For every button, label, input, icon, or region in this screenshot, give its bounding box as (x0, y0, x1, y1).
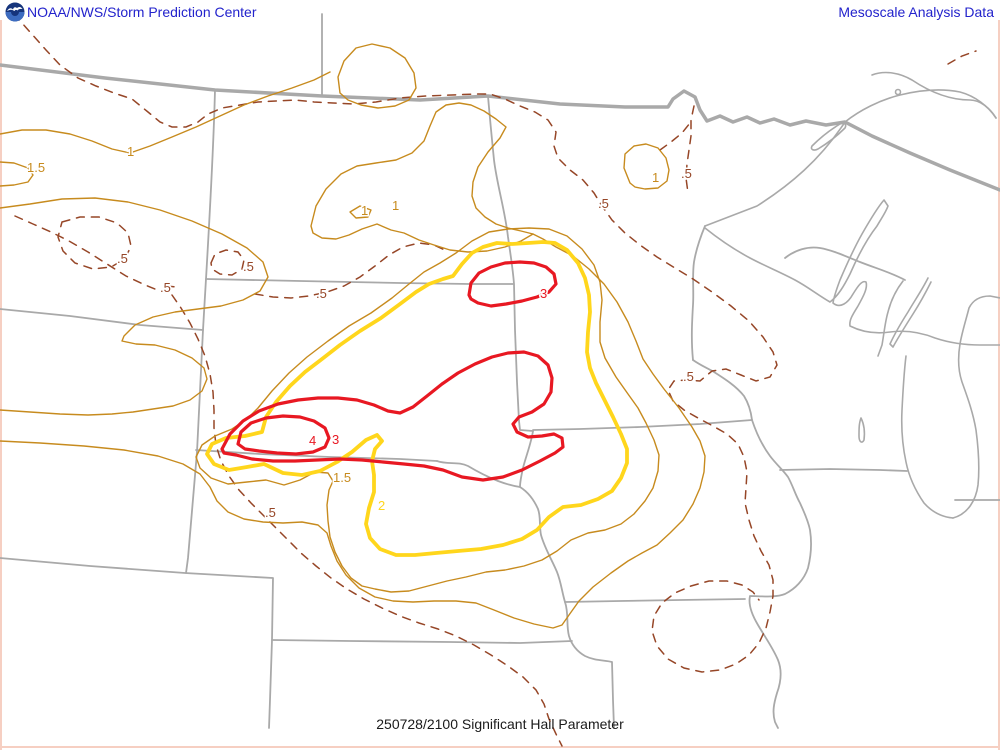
contour-label: .5 (683, 369, 694, 384)
missouri-river-border (436, 460, 566, 603)
mn-wi-st-croix-border (690, 225, 706, 361)
wi-mi-up-border (784, 246, 906, 281)
island-dot (894, 88, 902, 96)
ia-mo-border (564, 598, 746, 603)
wy-co-ne-borders (0, 557, 274, 729)
lake-superior-south-shore (704, 199, 1000, 346)
canadian-shore (844, 89, 997, 123)
contour-label: .5 (316, 286, 327, 301)
ne-ks-border (271, 639, 573, 644)
lake-superior-north-shore (704, 121, 846, 227)
contour-label: .5 (117, 251, 128, 266)
ontario-landmass (871, 71, 997, 119)
big-sioux-river-border (519, 430, 534, 488)
noaa-logo-icon (5, 2, 25, 22)
contour-label: 3 (540, 286, 547, 301)
contour-value-labels: .5 .5 .5 .5 .5 .5 .5 .5 1.5 1 1 1 1 1.5 2 3 4 3 (26, 143, 696, 522)
contour-label: 2 (378, 498, 385, 513)
wi-il-border (779, 468, 908, 472)
contour-label: .5 (160, 280, 171, 295)
great-lakes (704, 71, 1000, 519)
canada-border (0, 63, 1000, 192)
lake-michigan-west-shore (900, 355, 954, 519)
contour-0p5-dashed (13, 13, 977, 747)
isle-royale (810, 122, 847, 151)
state-and-national-borders (0, 13, 1000, 729)
lake-michigan-east-shore (952, 295, 1000, 519)
contour-label: 4 (309, 433, 316, 448)
door-peninsula (889, 277, 932, 348)
contour-label: 1 (127, 144, 134, 159)
contour-label: 1.5 (333, 470, 351, 485)
contour-1-olive (0, 43, 706, 629)
contour-label: .5 (598, 196, 609, 211)
mississippi-ia-il-border (748, 419, 812, 729)
contour-label: 1 (652, 170, 659, 185)
contour-label: 1.5 (27, 160, 45, 175)
spc-title: NOAA/NWS/Storm Prediction Center (27, 4, 257, 20)
contour-label: .5 (265, 505, 276, 520)
ia-mn-border (532, 419, 753, 431)
mo-river-ks-mo-border (564, 601, 615, 729)
map-caption: 250728/2100 Significant Hail Parameter (376, 716, 624, 732)
lake-winnebago (858, 417, 866, 443)
upper-mississippi-border (692, 359, 753, 421)
nd-sd-border (205, 278, 514, 285)
contour-3-red (220, 260, 565, 482)
frame-lines (0, 20, 1000, 750)
contour-label: 1 (361, 203, 368, 218)
red-river-nd-mn-border (487, 95, 534, 432)
green-bay-west-shore (877, 280, 904, 357)
contour-label: .5 (243, 259, 254, 274)
sd-ne-border (195, 449, 438, 462)
contour-label: .5 (681, 166, 692, 181)
contour-1p5-olive (195, 227, 660, 593)
mt-wy-border (0, 308, 204, 331)
contour-label: 3 (332, 432, 339, 447)
montana-wyoming-east-border (185, 89, 216, 574)
mesoscale-analysis-title: Mesoscale Analysis Data (838, 4, 994, 20)
contour-4-red (236, 414, 331, 456)
contour-label: 1 (392, 198, 399, 213)
